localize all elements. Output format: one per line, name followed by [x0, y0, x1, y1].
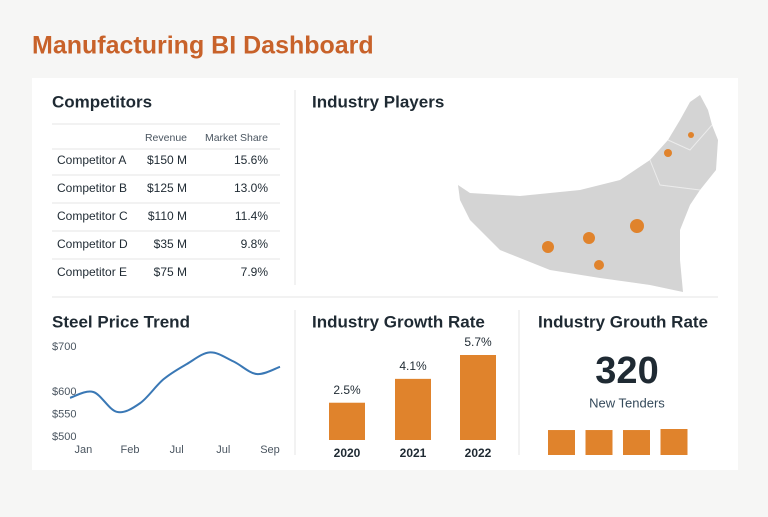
bar-label: 4.1% — [399, 359, 427, 373]
map-marker — [594, 260, 604, 270]
x-tick-label: Jul — [170, 444, 184, 456]
cell: $75 M — [154, 265, 187, 279]
cell: Competitor D — [57, 237, 128, 251]
column-header: Market Share — [205, 132, 268, 144]
cell: 11.4% — [235, 209, 268, 223]
map-marker — [630, 219, 644, 233]
map — [458, 95, 718, 292]
y-tick-label: $700 — [52, 341, 76, 353]
map-region — [458, 95, 718, 292]
cell: Competitor B — [57, 181, 127, 195]
panel-title: Steel Price Trend — [52, 312, 190, 331]
x-tick-label: 2020 — [334, 446, 361, 460]
cell: Competitor C — [57, 209, 128, 223]
column-header: Revenue — [145, 132, 187, 144]
cell: 15.6% — [234, 153, 268, 167]
kpi-value: 320 — [595, 350, 658, 392]
x-tick-label: Jan — [74, 444, 92, 456]
x-tick-label: Feb — [121, 444, 140, 456]
bar — [395, 378, 431, 440]
bar — [623, 430, 650, 455]
dashboard-title: Manufacturing BI Dashboard — [32, 32, 374, 60]
panel-title: Industry Players — [312, 92, 444, 111]
cell: $125 M — [147, 181, 187, 195]
x-tick-label: Jul — [216, 444, 230, 456]
panel-title: Competitors — [52, 92, 152, 111]
cell: $150 M — [147, 153, 187, 167]
map-marker — [583, 232, 595, 244]
price-line — [69, 351, 281, 414]
y-tick-label: $550 — [52, 408, 76, 420]
map-marker — [688, 132, 694, 138]
cell: $110 M — [148, 209, 187, 223]
map-border — [649, 159, 701, 191]
bar — [329, 402, 365, 440]
map-marker — [542, 241, 554, 253]
y-tick-label: $600 — [52, 386, 76, 398]
map-marker — [664, 149, 672, 157]
x-tick-label: 2022 — [465, 446, 492, 460]
map-border — [667, 124, 713, 151]
cell: $35 M — [154, 237, 187, 251]
cell: 7.9% — [241, 265, 269, 279]
cell: Competitor E — [57, 265, 127, 279]
bar — [660, 429, 688, 455]
panel-title: Industry Growth Rate — [312, 312, 485, 331]
bar-label: 5.7% — [464, 335, 492, 349]
x-tick-label: Sep — [260, 444, 280, 456]
cell: Competitor A — [57, 153, 126, 167]
y-tick-label: $500 — [52, 431, 76, 443]
cell: 13.0% — [234, 181, 268, 195]
x-tick-label: 2021 — [400, 446, 427, 460]
kpi-label: New Tenders — [589, 395, 665, 410]
bar — [460, 355, 496, 440]
bar — [585, 430, 613, 455]
bar — [548, 430, 575, 455]
cell: 9.8% — [241, 237, 269, 251]
panel-title: Industry Grouth Rate — [538, 312, 708, 331]
bar-label: 2.5% — [333, 383, 361, 397]
